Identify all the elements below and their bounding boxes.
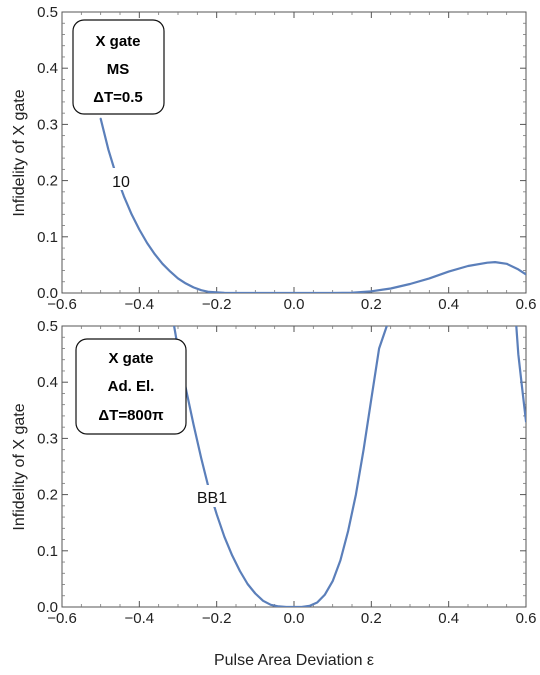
x-axis-label: Pulse Area Deviation ε — [214, 652, 374, 669]
x-tick-labels-bottom: −0.6 −0.4 −0.2 0.0 0.2 0.4 0.6 — [47, 610, 536, 627]
y-tick-label: 0.5 — [37, 4, 58, 21]
x-tick-label: −0.2 — [202, 296, 232, 313]
curves-bottom — [173, 326, 526, 607]
legend-box-top: X gate MS ΔT=0.5 — [72, 19, 165, 115]
y-tick-labels-bottom: 0.0 0.1 0.2 0.3 0.4 0.5 — [37, 318, 58, 616]
curve-label-bg-bottom — [188, 485, 236, 507]
x-tick-label: 0.0 — [284, 610, 305, 627]
x-tick-label: 0.2 — [361, 610, 382, 627]
y-axis-label-top: Infidelity of X gate — [11, 89, 28, 216]
x-tick-label: −0.4 — [125, 296, 155, 313]
y-tick-label: 0.1 — [37, 229, 58, 246]
curve-label-top: 10 — [112, 174, 130, 191]
y-tick-label: 0.0 — [37, 599, 58, 616]
x-tick-labels-top: −0.6 −0.4 −0.2 0.0 0.2 0.4 0.6 — [47, 296, 536, 313]
legend-line-method-top: MS — [107, 61, 130, 78]
series-line-2 — [515, 326, 526, 423]
legend-line-gate-bottom: X gate — [108, 350, 153, 367]
x-tick-label: −0.6 — [47, 610, 77, 627]
y-tick-label: 0.2 — [37, 487, 58, 504]
y-tick-label: 0.1 — [37, 543, 58, 560]
legend-line-dt-top: ΔT=0.5 — [93, 89, 143, 106]
y-tick-label: 0.0 — [37, 285, 58, 302]
ticks-top — [61, 11, 527, 294]
x-tick-label: 0.0 — [284, 296, 305, 313]
y-axis-label-bottom: Infidelity of X gate — [11, 403, 28, 530]
x-tick-label: −0.6 — [47, 296, 77, 313]
y-tick-label: 0.3 — [37, 116, 58, 133]
y-tick-labels-top: 0.0 0.1 0.2 0.3 0.4 0.5 — [37, 4, 58, 302]
y-tick-label: 0.2 — [37, 173, 58, 190]
x-tick-label: 0.4 — [438, 610, 459, 627]
legend-line-gate-top: X gate — [95, 33, 140, 50]
x-tick-label: 0.6 — [516, 296, 537, 313]
legend-line-method-bottom: Ad. El. — [108, 378, 155, 395]
curves-top — [99, 117, 526, 293]
y-tick-label: 0.4 — [37, 60, 58, 77]
curve-label-bottom: BB1 — [197, 490, 227, 507]
x-tick-label: 0.2 — [361, 296, 382, 313]
legend-line-dt-bottom: ΔT=800π — [98, 407, 164, 424]
series-line-1 — [173, 326, 388, 607]
y-tick-label: 0.3 — [37, 430, 58, 447]
series-line-1 — [99, 117, 526, 293]
y-tick-label: 0.5 — [37, 318, 58, 335]
legend-box-bottom: X gate Ad. El. ΔT=800π — [75, 338, 187, 435]
x-tick-label: −0.2 — [202, 610, 232, 627]
x-tick-label: 0.4 — [438, 296, 459, 313]
y-tick-label: 0.4 — [37, 374, 58, 391]
curve-label-bg-top — [104, 168, 136, 190]
panel-top: −0.6 −0.4 −0.2 0.0 0.2 0.4 0.6 0.0 0.1 0.2 0.3 0.4… — [11, 4, 536, 313]
x-tick-label: −0.4 — [125, 610, 155, 627]
x-tick-label: 0.6 — [516, 610, 537, 627]
panel-bottom: −0.6 −0.4 −0.2 0.0 0.2 0.4 0.6 0.0 0.1 0.2 0.3 0.4… — [11, 318, 536, 627]
